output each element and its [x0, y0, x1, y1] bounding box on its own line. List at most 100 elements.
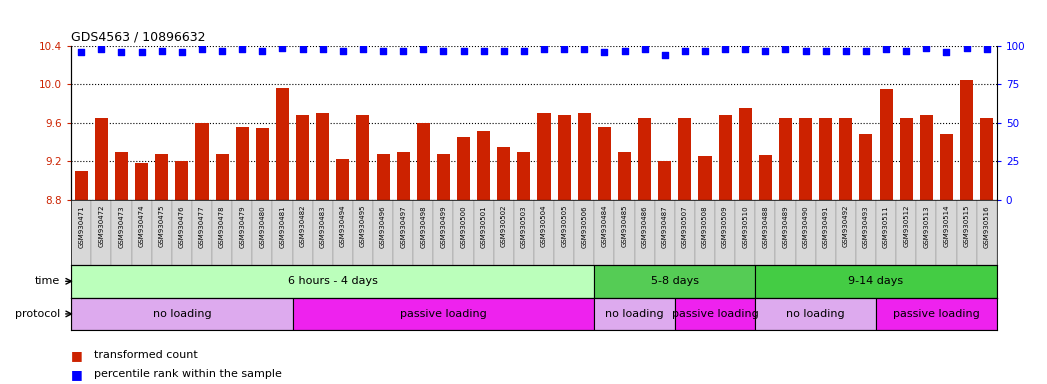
Point [777, 46, 794, 52]
Bar [115, 152, 128, 384]
Text: passive loading: passive loading [400, 309, 487, 319]
Text: 5-8 days: 5-8 days [651, 276, 698, 286]
Text: ■: ■ [71, 349, 83, 362]
Bar [433, 200, 453, 265]
Bar [735, 200, 755, 265]
Text: GSM930508: GSM930508 [701, 205, 708, 248]
Text: GSM930494: GSM930494 [340, 205, 346, 247]
Bar [152, 200, 172, 265]
Text: passive loading: passive loading [672, 309, 758, 319]
Bar [860, 134, 872, 384]
Point [797, 48, 814, 54]
Text: GSM930484: GSM930484 [601, 205, 607, 247]
Bar [595, 200, 615, 265]
Bar [74, 171, 88, 384]
Bar [534, 200, 554, 265]
Point [536, 46, 553, 52]
Bar [840, 118, 852, 384]
Bar [453, 200, 473, 265]
Bar [899, 118, 913, 384]
Text: no loading: no loading [786, 309, 845, 319]
Bar [957, 200, 977, 265]
Bar [574, 200, 595, 265]
Bar [292, 200, 313, 265]
Text: GSM930509: GSM930509 [722, 205, 728, 248]
Point [153, 48, 170, 54]
Point [233, 46, 250, 52]
Point [334, 48, 351, 54]
Bar [876, 200, 896, 265]
Bar [71, 298, 292, 330]
Bar [255, 127, 269, 384]
Bar [313, 200, 333, 265]
Bar [554, 200, 574, 265]
Text: GSM930507: GSM930507 [682, 205, 688, 248]
Bar [397, 152, 409, 384]
Point [857, 48, 874, 54]
Bar [558, 115, 571, 384]
Bar [333, 200, 353, 265]
Bar [755, 298, 876, 330]
Bar [776, 200, 796, 265]
Text: GSM930481: GSM930481 [280, 205, 286, 248]
Text: protocol: protocol [15, 309, 60, 319]
Text: GSM930490: GSM930490 [803, 205, 808, 248]
Bar [252, 200, 272, 265]
Text: GSM930512: GSM930512 [904, 205, 909, 247]
Point [717, 46, 734, 52]
Text: GSM930474: GSM930474 [138, 205, 144, 247]
Bar [414, 200, 433, 265]
Bar [654, 200, 675, 265]
Bar [216, 154, 228, 384]
Text: GSM930475: GSM930475 [159, 205, 164, 247]
Text: GSM930506: GSM930506 [581, 205, 587, 248]
Point [455, 48, 472, 54]
Text: GSM930476: GSM930476 [179, 205, 185, 248]
Point [737, 46, 754, 52]
Text: GSM930492: GSM930492 [843, 205, 849, 247]
Text: GSM930496: GSM930496 [380, 205, 386, 248]
Bar [213, 200, 232, 265]
Point [877, 46, 894, 52]
Bar [759, 155, 772, 384]
Bar [855, 200, 876, 265]
Bar [779, 118, 792, 384]
Text: GSM930473: GSM930473 [118, 205, 125, 248]
Text: GSM930497: GSM930497 [400, 205, 406, 248]
Text: 6 hours - 4 days: 6 hours - 4 days [288, 276, 378, 286]
Bar [517, 152, 531, 384]
Text: GSM930482: GSM930482 [299, 205, 306, 247]
Bar [292, 298, 595, 330]
Text: GSM930515: GSM930515 [963, 205, 970, 247]
Bar [373, 200, 393, 265]
Point [475, 48, 492, 54]
Bar [437, 154, 450, 384]
Bar [936, 200, 957, 265]
Bar [155, 154, 169, 384]
Point [113, 49, 130, 55]
Point [757, 48, 774, 54]
Point [294, 46, 311, 52]
Bar [232, 200, 252, 265]
Bar [879, 89, 893, 384]
Bar [71, 265, 595, 298]
Bar [678, 118, 691, 384]
Text: GSM930480: GSM930480 [260, 205, 265, 248]
Point [254, 48, 271, 54]
Point [918, 45, 935, 51]
Point [73, 49, 90, 55]
Point [214, 48, 230, 54]
Bar [316, 113, 329, 384]
Point [515, 48, 532, 54]
Bar [135, 163, 149, 384]
Point [133, 49, 150, 55]
Bar [940, 134, 953, 384]
Bar [473, 200, 494, 265]
Text: GSM930478: GSM930478 [219, 205, 225, 248]
Text: GDS4563 / 10896632: GDS4563 / 10896632 [71, 30, 205, 43]
Text: GSM930485: GSM930485 [622, 205, 627, 247]
Bar [175, 161, 188, 384]
Point [596, 49, 612, 55]
Bar [192, 200, 213, 265]
Point [314, 46, 331, 52]
